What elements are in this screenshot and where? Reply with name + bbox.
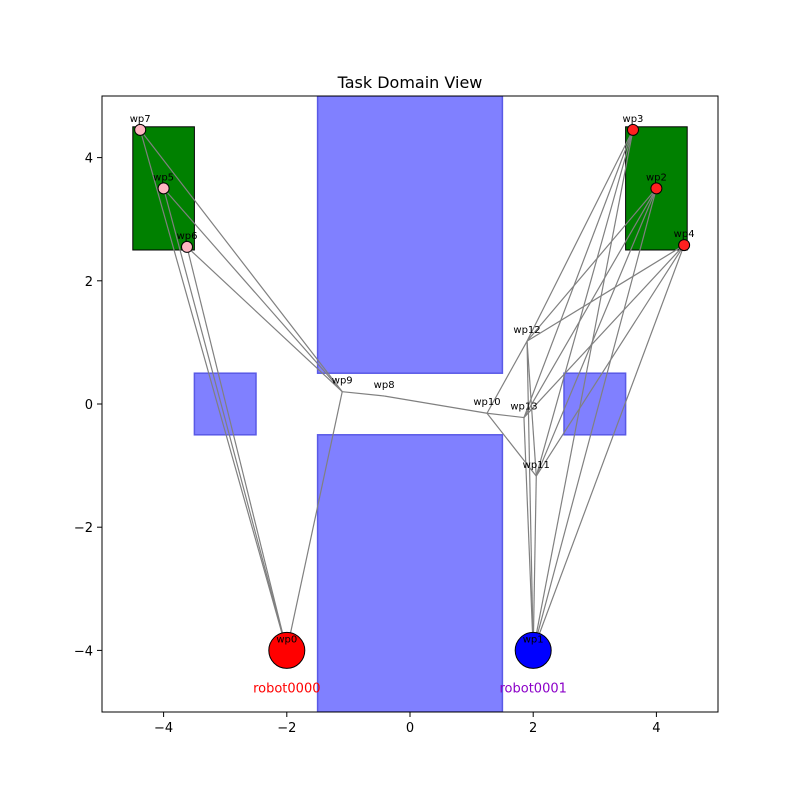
- y-tick-label: 4: [85, 152, 93, 167]
- edge-wp9-wp6: [186, 246, 343, 393]
- edge-wp13-wp3: [523, 129, 634, 418]
- edge-wp1-wp2: [532, 188, 657, 651]
- x-tick-label: −2: [277, 721, 296, 736]
- edge-wp0-wp7: [139, 129, 288, 651]
- obstacle-bottom-center: [316, 434, 504, 712]
- robot0000-marker: [268, 631, 306, 669]
- x-tick-label: 0: [406, 721, 414, 736]
- chart-title: Task Domain View: [337, 73, 483, 92]
- edge-wp13-wp4: [523, 244, 685, 418]
- edge-wp13-wp2: [523, 188, 657, 418]
- edge-wp9-wp7: [139, 129, 343, 393]
- edge-wp9-wp5: [163, 188, 343, 393]
- wp2-point: [650, 182, 663, 195]
- wp1-label: wp1: [523, 634, 544, 645]
- edge-wp0-wp9: [286, 391, 343, 651]
- wp9-label: wp9: [332, 376, 353, 387]
- wp4-point: [678, 239, 691, 252]
- edge-wp0-wp6: [186, 246, 288, 651]
- edge-wp12-wp3: [526, 129, 634, 342]
- wp8-label: wp8: [374, 380, 395, 391]
- annotation-layer: wp0 wp1 wp2 wp3 wp4 wp5 wp6 wp7 wp8 wp9 wp10 wp11 wp…: [130, 114, 695, 696]
- wp11-label: wp11: [523, 460, 550, 471]
- wp10-label: wp10: [473, 397, 500, 408]
- edge-wp12-wp4: [526, 244, 685, 342]
- edge-wp10-wp12: [486, 340, 528, 414]
- wp2-label: wp2: [646, 172, 667, 183]
- edge-wp0-wp5: [163, 188, 288, 651]
- plot-area: [132, 96, 691, 712]
- x-tick-label: −4: [154, 721, 173, 736]
- y-tick-label: 2: [85, 275, 93, 290]
- wp4-label: wp4: [674, 229, 695, 240]
- robot0000-label: robot0000: [253, 681, 320, 696]
- edge-wp1-wp3: [532, 129, 634, 651]
- wp5-point: [157, 182, 170, 195]
- wp12-label: wp12: [513, 325, 540, 336]
- obstacle-top-center: [316, 96, 504, 374]
- edge-wp1-wp4: [532, 244, 685, 651]
- edge-wp1-wp11: [532, 476, 537, 651]
- obstacle-right-small: [563, 372, 627, 436]
- x-tick-label: 4: [652, 721, 660, 736]
- wp6-point: [181, 240, 194, 253]
- edge-wp12-wp11: [526, 341, 537, 477]
- edge-wp11-wp4: [535, 244, 685, 477]
- y-tick-label: −4: [74, 644, 93, 659]
- wp7-point: [134, 123, 147, 136]
- edge-wp9-wp8: [342, 391, 385, 397]
- robot0001-label: robot0001: [499, 681, 566, 696]
- edge-wp1-wp13: [523, 417, 534, 651]
- robot0001-marker: [514, 631, 552, 669]
- edge-wp8-wp10: [384, 395, 488, 414]
- axes-ticks: −4 −2 0 2 4 −4 −2 0 2 4: [74, 152, 661, 736]
- y-tick-label: 0: [85, 398, 93, 413]
- wp6-label: wp6: [177, 231, 198, 242]
- wp3-point: [626, 123, 639, 136]
- y-tick-label: −2: [74, 521, 93, 536]
- obstacle-left-small: [193, 372, 257, 436]
- x-tick-label: 2: [529, 721, 537, 736]
- edge-wp12-wp2: [526, 188, 657, 342]
- wp0-label: wp0: [276, 634, 297, 645]
- wp13-label: wp13: [510, 402, 537, 413]
- edge-wp10-wp11: [486, 412, 537, 477]
- edge-wp10-wp13: [486, 412, 525, 419]
- edge-wp1-wp12: [526, 341, 534, 651]
- wp3-label: wp3: [623, 114, 644, 125]
- edge-wp11-wp3: [535, 129, 634, 477]
- edge-wp11-wp2: [535, 188, 657, 477]
- wp5-label: wp5: [153, 172, 174, 183]
- wp7-label: wp7: [130, 114, 151, 125]
